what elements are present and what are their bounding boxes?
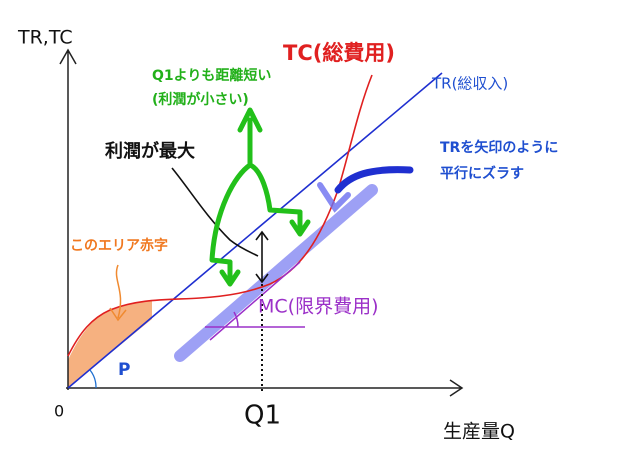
note: 平行にズラす <box>440 165 524 182</box>
shifted-tr <box>174 184 378 362</box>
tr-line <box>67 72 443 389</box>
mc-label: MC(限界費用) <box>258 296 379 318</box>
tr-label: TR(総収入) <box>431 75 508 93</box>
deficit-pointer <box>109 264 127 322</box>
axes <box>59 48 464 397</box>
origin-label: 0 <box>54 402 64 421</box>
p-label: P <box>118 360 130 380</box>
tc-label: TC(総費用) <box>283 41 395 65</box>
tc-curve <box>67 74 373 357</box>
note: このエリア赤字 <box>70 237 168 254</box>
angle-arc <box>89 369 97 389</box>
note: TRを矢印のように <box>440 139 558 156</box>
deficit-area <box>68 260 152 388</box>
note: Q1よりも距離短い <box>152 67 271 84</box>
shift-arrow <box>317 166 414 213</box>
profit-arrow <box>171 167 269 392</box>
mc-tangent <box>205 261 305 341</box>
green-arrows <box>209 107 311 287</box>
note: 利潤が最大 <box>105 140 195 162</box>
note: (利潤が小さい) <box>152 91 249 108</box>
y-axis-label: TR,TC <box>17 27 73 49</box>
q1-label: Q1 <box>244 401 281 431</box>
x-axis-label: 生産量Q <box>443 421 515 443</box>
